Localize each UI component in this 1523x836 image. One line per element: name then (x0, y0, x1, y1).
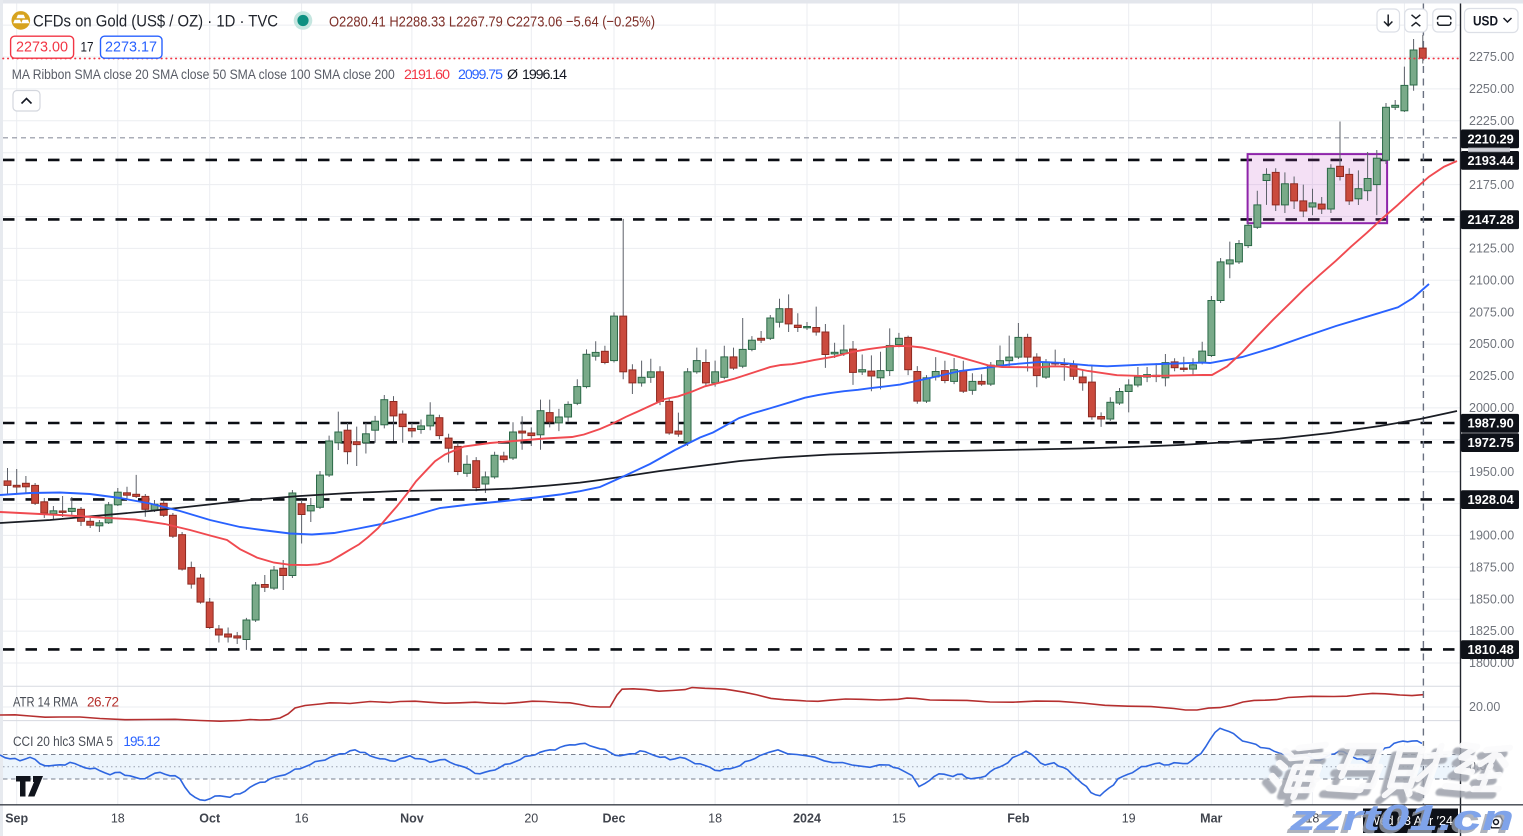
svg-text:2273.17: 2273.17 (105, 40, 157, 56)
svg-text:18: 18 (1305, 812, 1319, 826)
svg-text:16: 16 (295, 812, 309, 826)
svg-text:CFDs on Gold (US$ / OZ) · 1D ·: CFDs on Gold (US$ / OZ) · 1D · TVC (33, 12, 278, 31)
svg-text:2147.28: 2147.28 (1468, 212, 1514, 227)
svg-text:2025.00: 2025.00 (1469, 369, 1514, 383)
svg-text:2191.60: 2191.60 (404, 67, 450, 83)
svg-text:1810.48: 1810.48 (1468, 642, 1514, 657)
svg-text:1987.90: 1987.90 (1468, 416, 1514, 431)
svg-text:2225.00: 2225.00 (1469, 114, 1514, 128)
svg-text:2193.44: 2193.44 (1468, 153, 1515, 168)
svg-text:2050.00: 2050.00 (1469, 337, 1514, 351)
svg-text:ATR 14 RMA: ATR 14 RMA (13, 695, 78, 710)
svg-text:Sep: Sep (5, 812, 28, 826)
svg-text:Oct: Oct (199, 812, 221, 826)
svg-text:17: 17 (81, 39, 94, 55)
svg-text:1825.00: 1825.00 (1469, 624, 1514, 638)
svg-text:1972.75: 1972.75 (1468, 435, 1514, 450)
svg-text:Feb: Feb (1007, 812, 1030, 826)
svg-text:zzrt01.cn: zzrt01.cn (1286, 800, 1511, 836)
svg-text:26.72: 26.72 (87, 695, 119, 710)
svg-text:Dec: Dec (603, 812, 626, 826)
svg-text:2000.00: 2000.00 (1469, 401, 1514, 415)
svg-text:15: 15 (892, 812, 906, 826)
svg-text:2210.29: 2210.29 (1468, 131, 1514, 146)
svg-text:2125.00: 2125.00 (1469, 242, 1514, 256)
svg-text:1928.04: 1928.04 (1468, 492, 1515, 507)
svg-text:Wed 03 Apr ′24: Wed 03 Apr ′24 (1368, 814, 1453, 828)
svg-text:18: 18 (708, 812, 722, 826)
svg-text:2099.75: 2099.75 (458, 67, 503, 83)
svg-text:1950.00: 1950.00 (1469, 465, 1514, 479)
svg-text:Nov: Nov (400, 812, 424, 826)
svg-text:O2280.41 H2288.33 L2267.79 C22: O2280.41 H2288.33 L2267.79 C2273.06 −5.6… (329, 14, 655, 31)
svg-text:2024: 2024 (793, 812, 821, 826)
svg-text:20.00: 20.00 (1469, 700, 1500, 714)
svg-text:19: 19 (1122, 812, 1136, 826)
svg-text:2273.00: 2273.00 (16, 40, 68, 56)
svg-text:CCI 20 hlc3 SMA 5: CCI 20 hlc3 SMA 5 (13, 734, 113, 749)
svg-text:1996.14: 1996.14 (522, 67, 567, 83)
svg-text:1875.00: 1875.00 (1469, 561, 1514, 575)
svg-text:1900.00: 1900.00 (1469, 529, 1514, 543)
svg-text:2275.00: 2275.00 (1469, 50, 1514, 64)
svg-text:20: 20 (524, 812, 538, 826)
svg-text:MA Ribbon SMA close 20 SMA clo: MA Ribbon SMA close 20 SMA close 50 SMA … (12, 67, 395, 83)
svg-text:USD: USD (1473, 14, 1498, 29)
svg-text:18: 18 (111, 812, 125, 826)
svg-text:2100.00: 2100.00 (1469, 274, 1514, 288)
svg-text:195.12: 195.12 (123, 734, 160, 749)
svg-text:1800.00: 1800.00 (1469, 656, 1514, 670)
svg-text:Ø: Ø (507, 67, 518, 83)
svg-text:zzrt01.cn: zzrt01.cn (1289, 797, 1514, 836)
svg-text:Mar: Mar (1200, 812, 1222, 826)
svg-text:1850.00: 1850.00 (1469, 592, 1514, 606)
svg-text:2175.00: 2175.00 (1469, 178, 1514, 192)
svg-text:2250.00: 2250.00 (1469, 82, 1514, 96)
svg-text:2075.00: 2075.00 (1469, 305, 1514, 319)
